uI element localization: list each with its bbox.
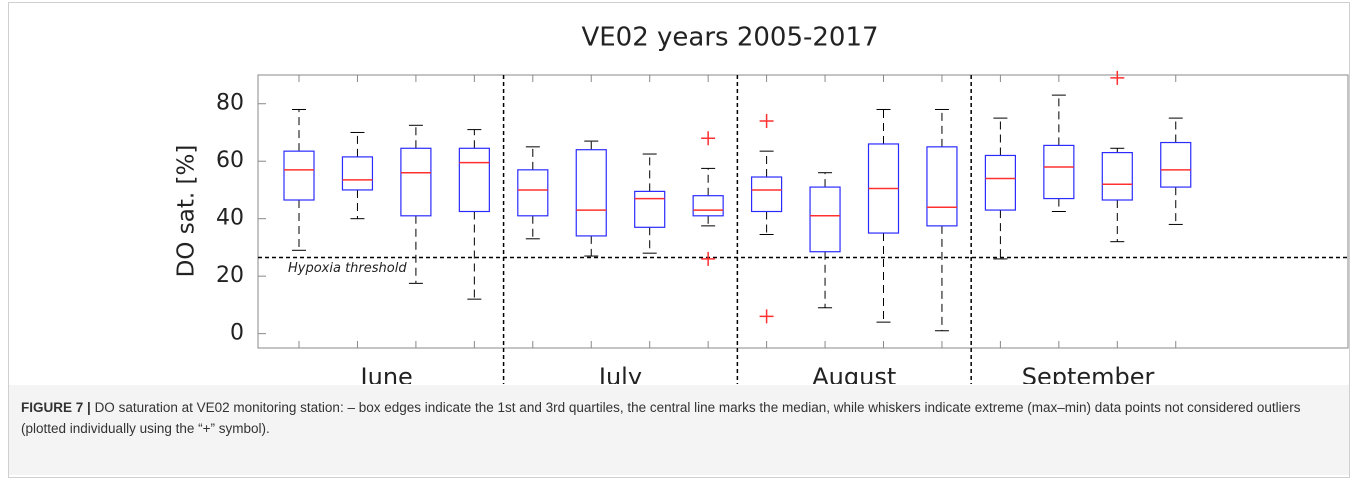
caption-text: DO saturation at VE02 monitoring station… <box>21 400 1301 436</box>
caption: FIGURE 7 | DO saturation at VE02 monitor… <box>9 385 1349 475</box>
outlier <box>701 251 716 266</box>
group-label: August <box>812 363 896 384</box>
y-tick-label: 80 <box>216 91 244 116</box>
plot-frame <box>257 74 1349 349</box>
box <box>984 154 1017 211</box>
y-tick-label: 40 <box>216 206 244 231</box>
group-label: June <box>359 363 413 384</box>
box <box>341 156 374 191</box>
outlier <box>701 131 716 146</box>
caption-label: FIGURE 7 | <box>21 400 91 415</box>
box <box>517 169 549 217</box>
box <box>692 195 724 217</box>
box <box>1160 141 1192 188</box>
outlier <box>759 113 774 128</box>
group-label: July <box>597 363 642 384</box>
y-tick-label: 20 <box>216 263 244 288</box>
outlier <box>1110 70 1125 85</box>
box <box>750 176 783 213</box>
group-label: September <box>1022 363 1155 384</box>
box <box>575 149 607 237</box>
box <box>458 147 490 213</box>
chart: VE02 years 2005-2017 DO sat. [%] 0 20 40 60… <box>174 23 1349 384</box>
y-tick-label: 0 <box>230 321 244 346</box>
figure <box>8 2 1350 478</box>
box <box>1101 151 1133 201</box>
y-tick-label: 60 <box>216 148 244 173</box>
box <box>1043 144 1075 200</box>
threshold-label: Hypoxia threshold <box>288 261 407 276</box>
box <box>809 186 841 253</box>
outlier <box>759 309 774 324</box>
box <box>400 147 432 217</box>
box <box>926 146 958 227</box>
box <box>634 190 666 228</box>
box <box>283 150 315 201</box>
chart-title: VE02 years 2005-2017 <box>581 23 878 53</box>
y-axis-label: DO sat. [%] <box>174 145 200 278</box>
